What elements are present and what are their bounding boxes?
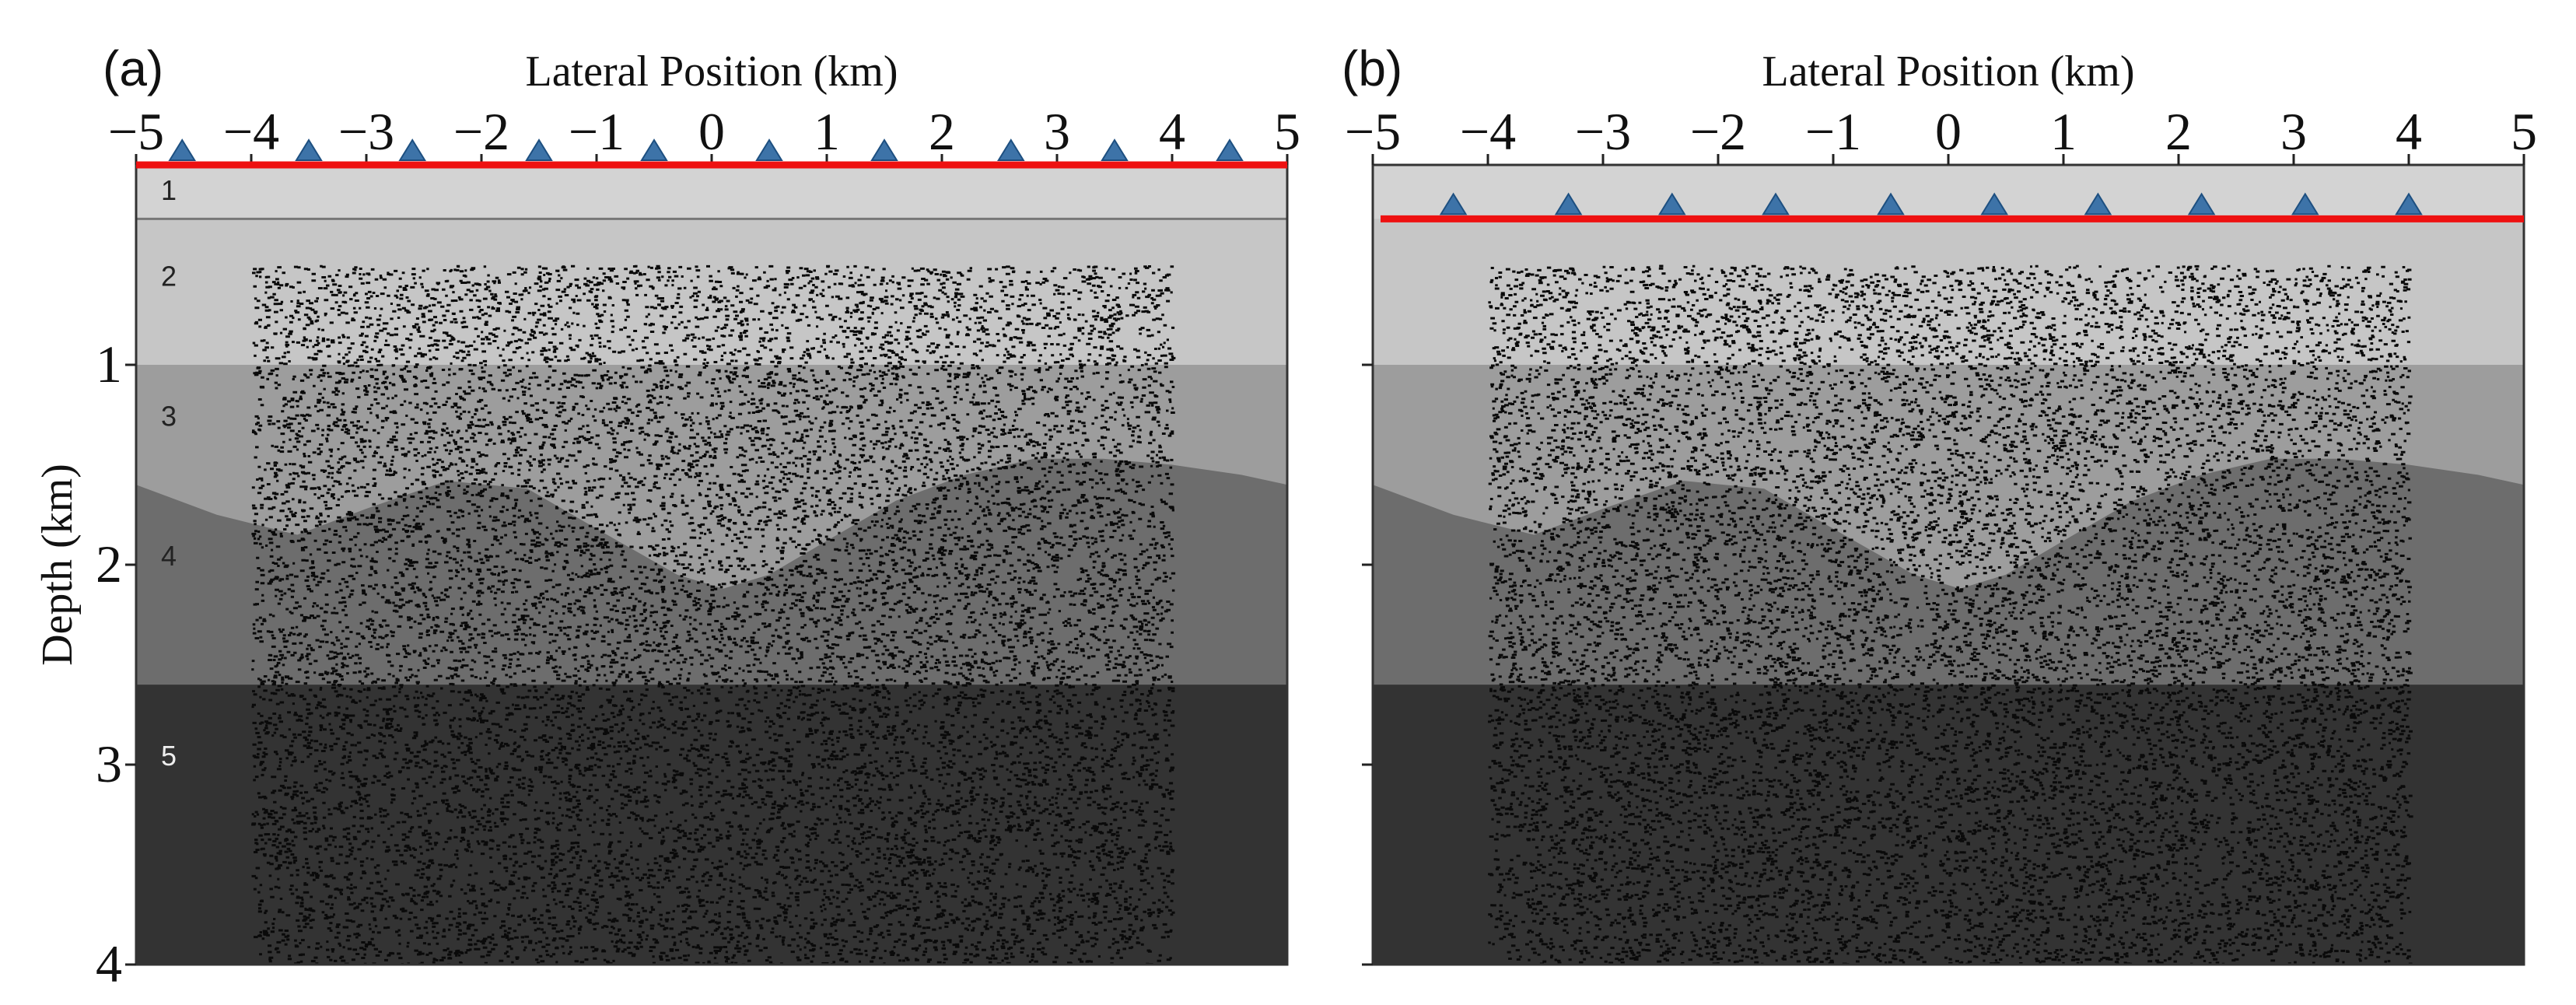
x-tick-label: 3 — [1044, 102, 1070, 161]
y-tick-label: 3 — [96, 734, 122, 793]
layer-3 — [136, 365, 1287, 589]
receiver-triangle-icon — [870, 138, 898, 161]
receiver-triangle-icon — [2291, 192, 2319, 215]
x-tick-label: 5 — [1274, 102, 1300, 161]
x-tick-label: −4 — [1460, 102, 1516, 161]
receiver-triangle-icon — [1554, 192, 1583, 215]
y-tick-label: 1 — [96, 334, 122, 394]
y-tick-label: 2 — [96, 534, 122, 594]
y-tick-label: 4 — [96, 934, 122, 993]
panel-b: −5 −4 −3 −2 −1 0 1 2 3 4 5 Lateral Position (km) (b) — [1342, 40, 2537, 966]
receiver-triangle-icon — [2395, 192, 2423, 215]
x-axis-label: Lateral Position (km) — [525, 47, 898, 96]
x-tick-label: 2 — [929, 102, 955, 161]
receiver-triangle-icon — [525, 138, 553, 161]
layer-label-4: 4 — [161, 540, 177, 572]
x-tick-label: −5 — [1345, 102, 1401, 161]
x-tick-label: 4 — [2396, 102, 2422, 161]
receiver-triangle-icon — [1101, 138, 1129, 161]
x-tick-label: 5 — [2511, 102, 2537, 161]
x-tick-label: −3 — [1575, 102, 1631, 161]
x-tick-label: −2 — [1690, 102, 1746, 161]
panel-a: −5 −4 −3 −2 −1 0 1 2 3 4 5 Lateral Position (km) (a)… — [33, 40, 1300, 993]
receiver-triangle-icon — [997, 138, 1025, 161]
x-tick-label: 2 — [2165, 102, 2192, 161]
receiver-triangle-icon — [1877, 192, 1905, 215]
x-axis-label: Lateral Position (km) — [1762, 47, 2134, 96]
layer-label-1: 1 — [161, 174, 177, 206]
layer-label-3: 3 — [161, 400, 177, 432]
x-tick-label: 1 — [2050, 102, 2077, 161]
x-tick-label: 0 — [1935, 102, 1962, 161]
scatterer-field — [1488, 264, 2413, 965]
x-tick-label: 0 — [698, 102, 725, 161]
y-axis-label: Depth (km) — [33, 464, 82, 666]
model-body — [1373, 165, 2524, 965]
layer-1 — [1373, 165, 2524, 219]
x-tick-label: −1 — [569, 102, 625, 161]
receiver-triangle-icon — [168, 138, 196, 161]
receiver-triangle-icon — [1439, 192, 1468, 215]
receiver-triangle-icon — [398, 138, 426, 161]
receiver-triangle-icon — [1658, 192, 1686, 215]
receiver-triangle-icon — [295, 138, 323, 161]
layer-label-2: 2 — [161, 260, 177, 292]
receiver-triangle-icon — [1762, 192, 1790, 215]
receiver-triangle-icon — [2084, 192, 2112, 215]
panel-label: (a) — [103, 40, 163, 96]
receiver-triangle-icon — [755, 138, 783, 161]
model-body — [136, 165, 1287, 965]
x-tick-label: −3 — [338, 102, 394, 161]
x-tick-label: 4 — [1159, 102, 1185, 161]
receiver-triangle-icon — [640, 138, 668, 161]
x-tick-label: −1 — [1805, 102, 1861, 161]
x-tick-label: −5 — [108, 102, 164, 161]
x-tick-label: −2 — [453, 102, 509, 161]
x-tick-label: 3 — [2280, 102, 2307, 161]
scatterer-field — [251, 264, 1176, 965]
panel-label: (b) — [1342, 40, 1402, 96]
x-tick-label: −4 — [223, 102, 279, 161]
receiver-triangle-icon — [1980, 192, 2008, 215]
layer-label-5: 5 — [161, 740, 177, 772]
receiver-triangle-icon — [2187, 192, 2216, 215]
receiver-triangle-icon — [1216, 138, 1244, 161]
x-tick-label: 1 — [814, 102, 840, 161]
layer-1 — [136, 165, 1287, 219]
